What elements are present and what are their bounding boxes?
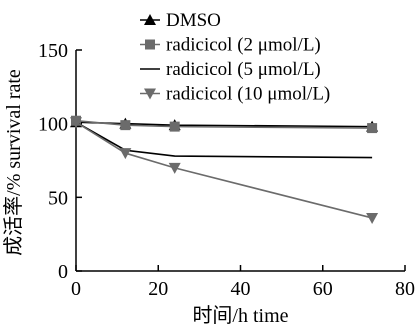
legend-label: DMSO <box>166 10 221 31</box>
legend-item: radicicol (10 μmol/L) <box>140 84 330 105</box>
series-line <box>75 121 373 219</box>
legend-label: radicicol (2 μmol/L) <box>166 35 321 56</box>
x-tick-label: 60 <box>313 278 333 300</box>
legend-label: radicicol (5 μmol/L) <box>166 59 321 80</box>
y-axis-title: 成活率/% survival rate <box>2 69 25 256</box>
data-point <box>169 121 180 132</box>
y-tick-label: 0 <box>58 261 68 283</box>
series-layer <box>70 115 379 224</box>
data-point <box>120 120 131 131</box>
legend-label: radicicol (10 μmol/L) <box>166 84 330 105</box>
y-tick-label: 50 <box>48 187 68 209</box>
series-line <box>75 121 373 159</box>
ticks: 0 50 100 150 0 20 40 60 80 <box>38 40 415 300</box>
series-line <box>75 119 373 129</box>
legend-marker <box>145 39 155 50</box>
legend-marker <box>144 88 156 100</box>
series-1 <box>71 115 378 134</box>
legend-item: DMSO <box>140 10 221 31</box>
x-tick-label: 80 <box>395 278 415 300</box>
data-point <box>168 162 181 174</box>
x-tick-label: 0 <box>71 278 81 300</box>
legend: DMSO radicicol (2 μmol/L) radicicol (5 μmo… <box>140 10 330 105</box>
legend-marker <box>144 14 156 25</box>
x-tick-label: 20 <box>148 278 168 300</box>
data-point <box>119 148 132 160</box>
y-tick-label: 100 <box>38 114 68 136</box>
x-axis-title: 时间/h time <box>192 304 288 327</box>
data-point <box>366 212 379 224</box>
series-2 <box>75 121 373 159</box>
legend-item: radicicol (2 μmol/L) <box>140 35 321 56</box>
y-tick-label: 150 <box>38 40 68 62</box>
legend-item: radicicol (5 μmol/L) <box>140 59 321 80</box>
series-3 <box>70 117 379 224</box>
data-point <box>367 123 378 134</box>
data-point <box>70 117 82 129</box>
x-tick-label: 40 <box>231 278 251 300</box>
